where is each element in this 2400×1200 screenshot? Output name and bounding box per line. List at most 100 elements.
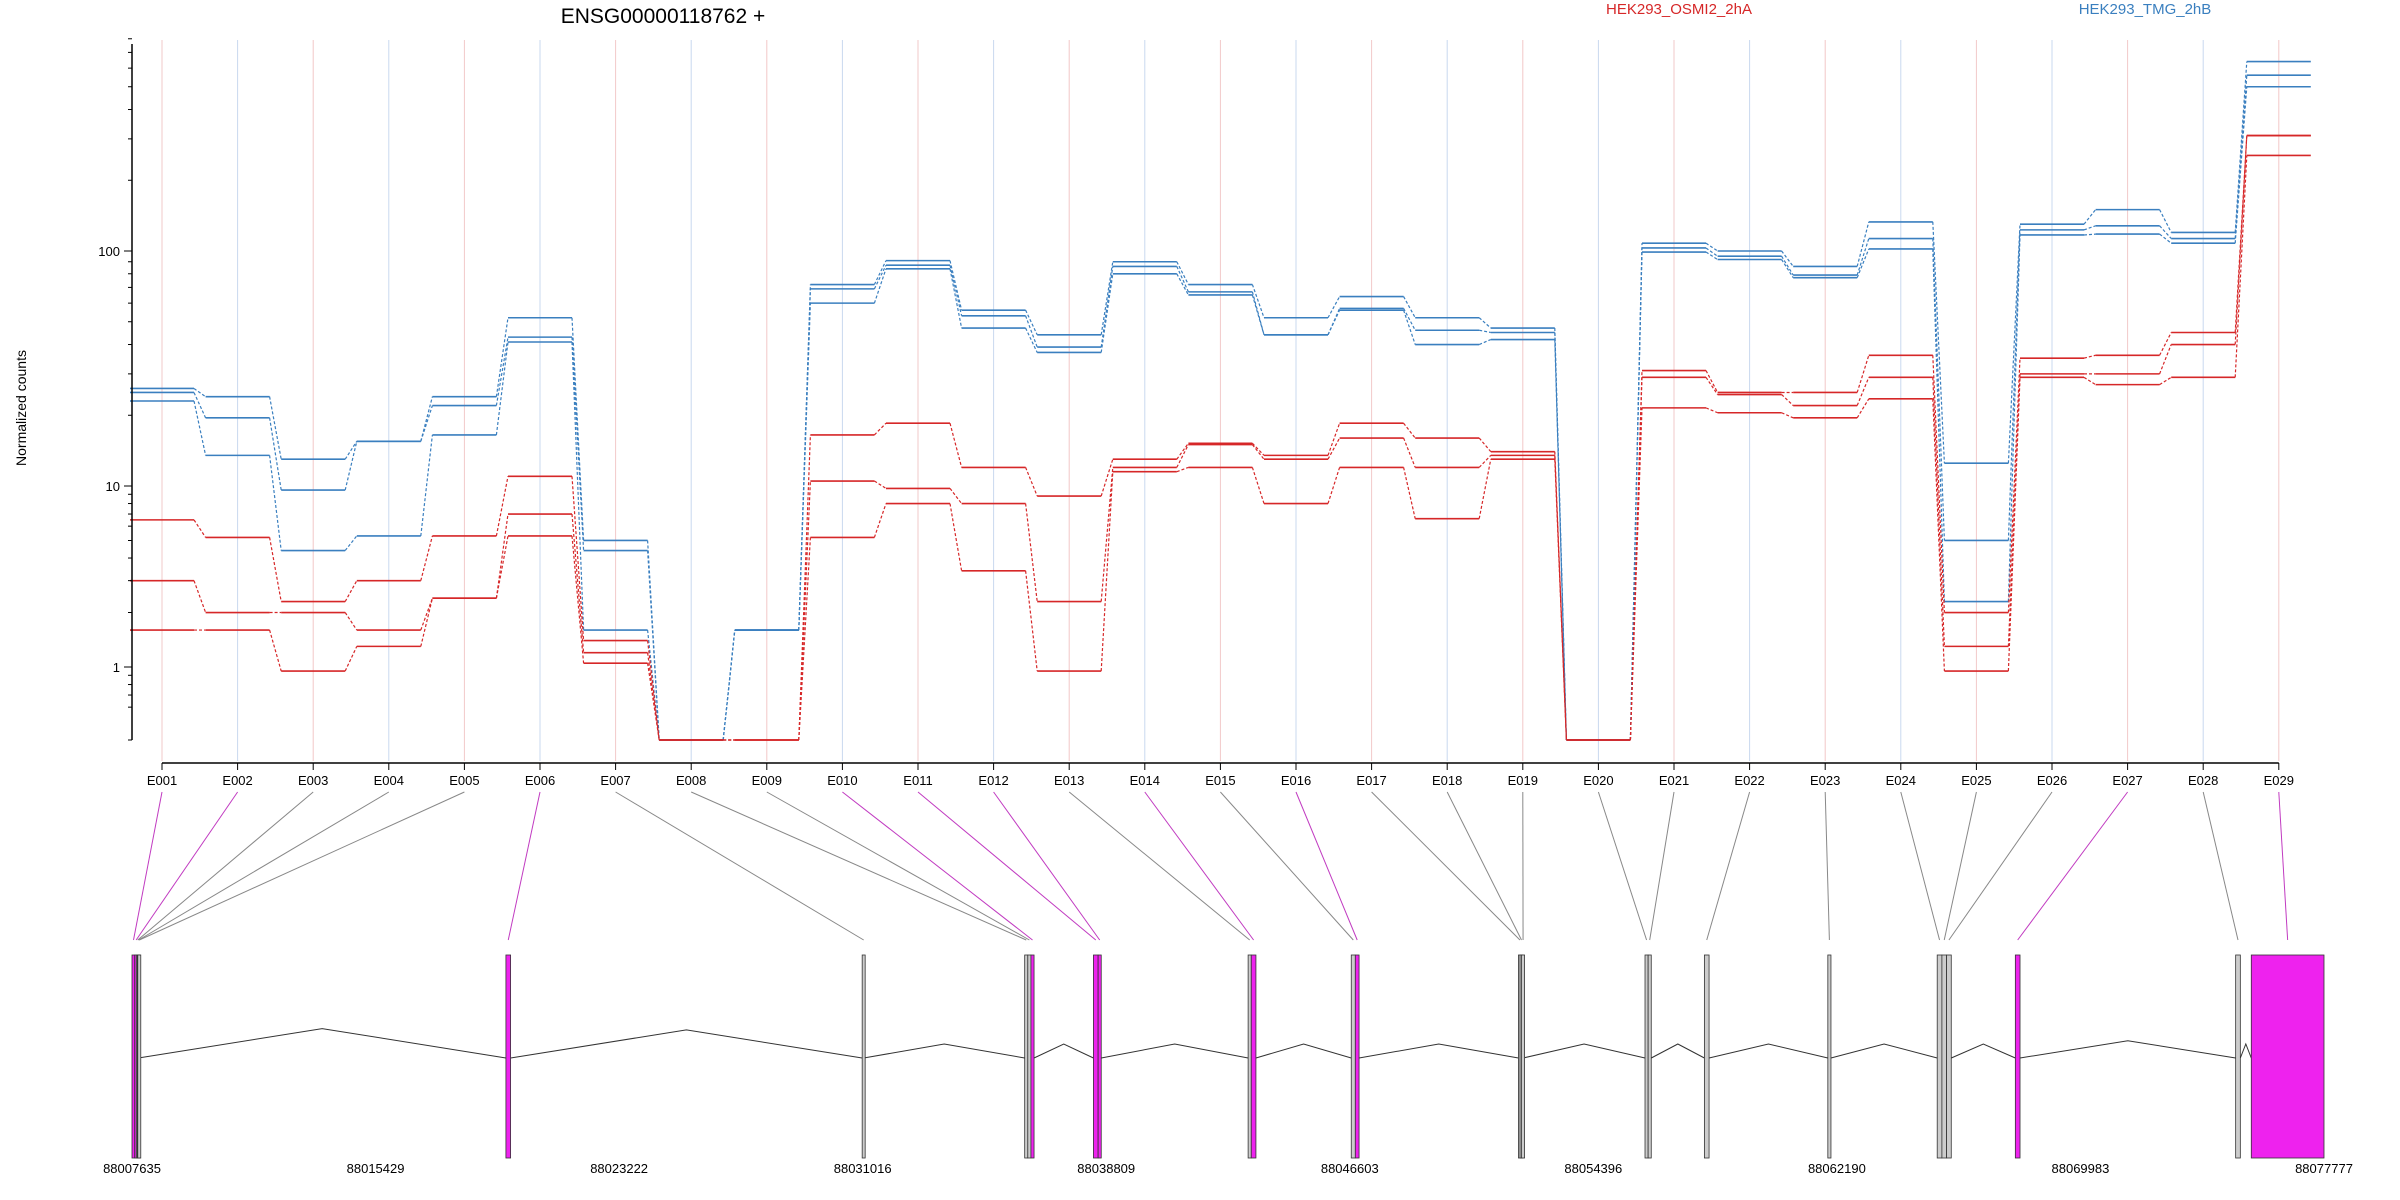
- series-connector: [344, 441, 358, 491]
- x-tick-label: E019: [1508, 773, 1538, 788]
- intron-line: [1255, 1043, 1352, 1059]
- series-connector: [1479, 329, 1491, 334]
- series-connector: [1327, 309, 1341, 336]
- series-connector: [873, 268, 887, 304]
- series-connector: [571, 337, 585, 551]
- series-connector: [2007, 358, 2021, 613]
- x-tick-label: E028: [2188, 773, 2218, 788]
- series-connector: [647, 640, 660, 741]
- series-connector: [1932, 398, 1945, 672]
- series-connector: [2083, 354, 2096, 359]
- genomic-coordinate-label: 88015429: [347, 1161, 405, 1176]
- series-connector: [1554, 459, 1567, 741]
- genomic-coordinate-label: 88077777: [2295, 1161, 2353, 1176]
- series-connector: [1100, 459, 1114, 497]
- series-connector: [1629, 252, 1643, 741]
- series-connector: [949, 488, 963, 504]
- series-connector: [1327, 467, 1341, 504]
- series-connector: [1176, 444, 1189, 468]
- x-tick-label: E013: [1054, 773, 1084, 788]
- exon-box: [1703, 954, 1710, 1159]
- exon-box: [1093, 954, 1099, 1159]
- series-connector: [1327, 308, 1341, 336]
- series-connector: [722, 629, 736, 741]
- intron-line: [1523, 1043, 1646, 1059]
- series-connector: [1025, 327, 1038, 353]
- series-connector: [420, 598, 433, 647]
- series-connector: [2007, 234, 2021, 602]
- series-connector: [1781, 255, 1794, 276]
- series-connector: [1932, 355, 1945, 613]
- genomic-coordinate-label: 88031016: [834, 1161, 892, 1176]
- series-connector: [420, 405, 433, 442]
- exon-connector: [917, 791, 1097, 941]
- exon-box: [1644, 954, 1649, 1159]
- series-connector: [1403, 437, 1416, 468]
- exon-box: [1936, 954, 1943, 1159]
- series-connector: [2234, 61, 2248, 233]
- x-tick-label: E010: [827, 773, 857, 788]
- series-connector: [2159, 332, 2172, 356]
- series-connector: [1856, 377, 1870, 406]
- exon-connector: [1900, 791, 1941, 941]
- series-connector: [1025, 467, 1038, 497]
- series-connector: [949, 268, 963, 329]
- series-5: [130, 154, 2311, 741]
- x-tick-label: E004: [374, 773, 404, 788]
- series-connector: [949, 265, 963, 316]
- x-tick-label: E026: [2037, 773, 2067, 788]
- series-connector: [2007, 229, 2021, 541]
- series-connector: [798, 480, 811, 741]
- series-connector: [344, 440, 358, 460]
- exon-connector: [139, 791, 465, 941]
- series-connector: [874, 480, 887, 489]
- series-connector: [344, 646, 358, 672]
- series-connector: [495, 535, 509, 599]
- intron-line: [1651, 1043, 1705, 1059]
- series-connector: [949, 423, 963, 468]
- series-connector: [420, 535, 433, 581]
- series-connector: [193, 387, 206, 398]
- series-connector: [2159, 376, 2172, 386]
- series-connector: [1554, 339, 1567, 741]
- series-connector: [1781, 250, 1794, 267]
- genomic-coordinate-label: 88046603: [1321, 1161, 1379, 1176]
- x-tick-label: E027: [2112, 773, 2142, 788]
- series-connector: [1327, 296, 1341, 319]
- x-tick-label: E007: [600, 773, 630, 788]
- exon-gridlines: [161, 40, 2280, 761]
- series-connector: [344, 580, 358, 602]
- exon-connector: [1068, 791, 1251, 941]
- series-connector: [1100, 471, 1114, 672]
- series-connector: [2007, 224, 2021, 464]
- exon-box: [1027, 954, 1032, 1159]
- x-tick-label: E023: [1810, 773, 1840, 788]
- series-connector: [193, 400, 207, 456]
- exon-connector: [1144, 791, 1254, 941]
- x-tick-label: E006: [525, 773, 555, 788]
- series-connector: [1251, 444, 1265, 460]
- series-connector: [1403, 309, 1416, 345]
- exon-box: [505, 954, 512, 1159]
- x-tick-label: E011: [903, 773, 932, 788]
- exon-connector: [2202, 791, 2239, 941]
- series-connector: [949, 503, 963, 571]
- series-connector: [1403, 296, 1416, 319]
- exon-box: [2235, 954, 2241, 1159]
- series-connector: [269, 417, 282, 491]
- intron-line: [138, 1028, 506, 1059]
- series-connector: [1554, 455, 1567, 741]
- x-tick-label: E017: [1356, 773, 1386, 788]
- genomic-coordinate-label: 88069983: [2052, 1161, 2110, 1176]
- exon-box: [1647, 954, 1652, 1159]
- series-connector: [873, 503, 887, 538]
- series-connector: [571, 476, 585, 641]
- intron-line: [1033, 1043, 1094, 1059]
- series-connector: [949, 260, 963, 311]
- gene-model: 88007635 88015429 88023222 88031016 88038809…: [103, 954, 2353, 1176]
- series-connector: [420, 597, 433, 631]
- genomic-coordinate-label: 88054396: [1564, 1161, 1622, 1176]
- series-connector: [571, 535, 585, 664]
- series-connector: [495, 513, 509, 599]
